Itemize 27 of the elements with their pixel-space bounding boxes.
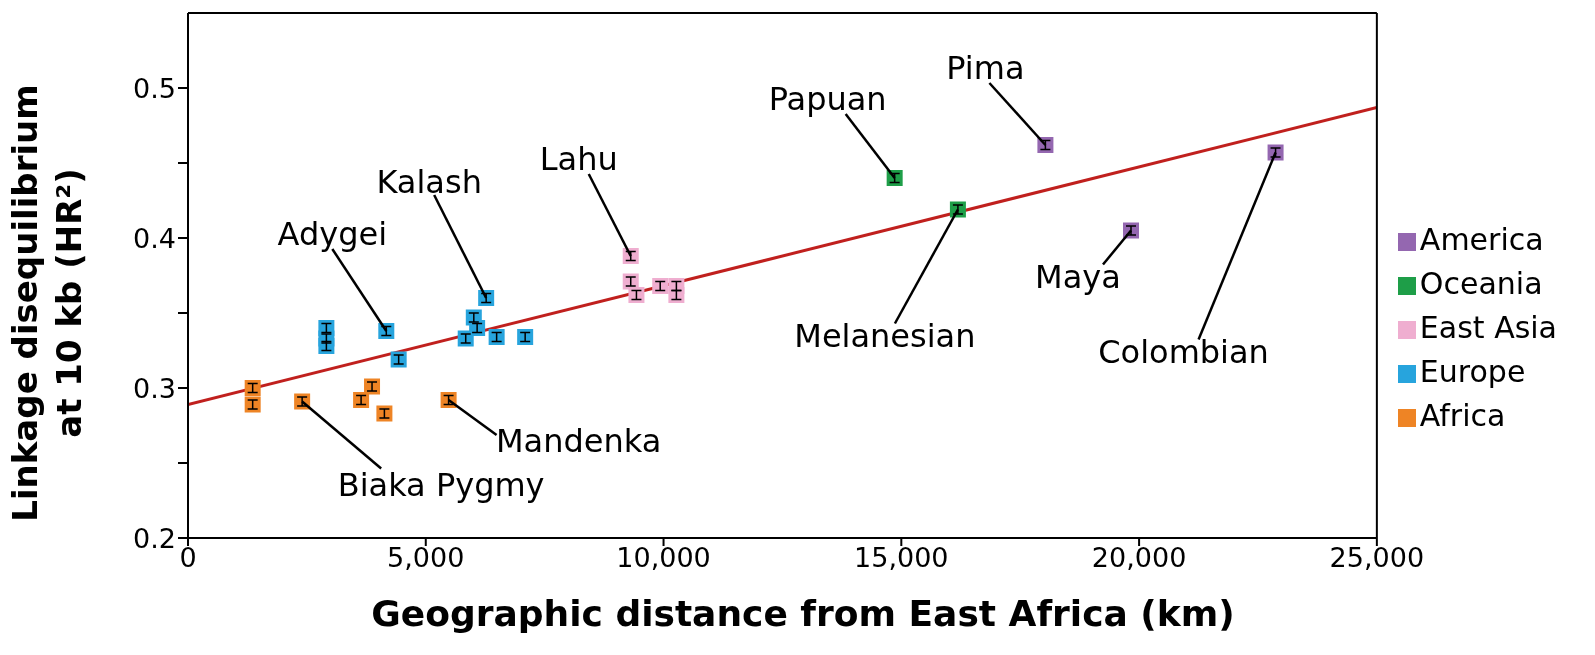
y-tick-label: 0.3 [133, 372, 176, 404]
y-tick-label: 0.5 [133, 72, 176, 104]
y-tick-label: 0.4 [133, 222, 176, 254]
annotation: Mandenka [495, 422, 662, 460]
legend-label: America [1419, 222, 1544, 257]
annotation: Colombian [1098, 332, 1269, 371]
annotation: Papuan [768, 80, 887, 118]
x-tick-label: 15,000 [854, 542, 949, 574]
annotation: Kalash [376, 163, 482, 201]
annotation: Lahu [539, 140, 618, 178]
annotation: Biaka Pygmy [337, 465, 545, 504]
y-axis-title: Linkage disequilibrium at 10 kb (HR²) [4, 83, 90, 524]
x-tick-label: 10,000 [616, 542, 711, 574]
legend-label: East Asia [1419, 310, 1557, 345]
annotation: Maya [1035, 257, 1121, 296]
x-tick-label: 5,000 [387, 542, 465, 574]
x-tick-label: 25,000 [1329, 542, 1425, 574]
legend-label: Oceania [1419, 266, 1543, 301]
annotation: Pima [946, 49, 1025, 87]
x-axis-title: Geographic distance from East Africa (km) [370, 593, 1236, 634]
legend-label: Africa [1419, 398, 1506, 433]
annotation: Adygei [277, 215, 388, 253]
legend-label: Europe [1419, 354, 1526, 389]
x-tick-label: 20,000 [1091, 542, 1187, 574]
y-tick-label: 0.2 [133, 522, 176, 554]
annotation: Melanesian [794, 316, 976, 355]
x-tick-label: 0 [179, 542, 197, 574]
